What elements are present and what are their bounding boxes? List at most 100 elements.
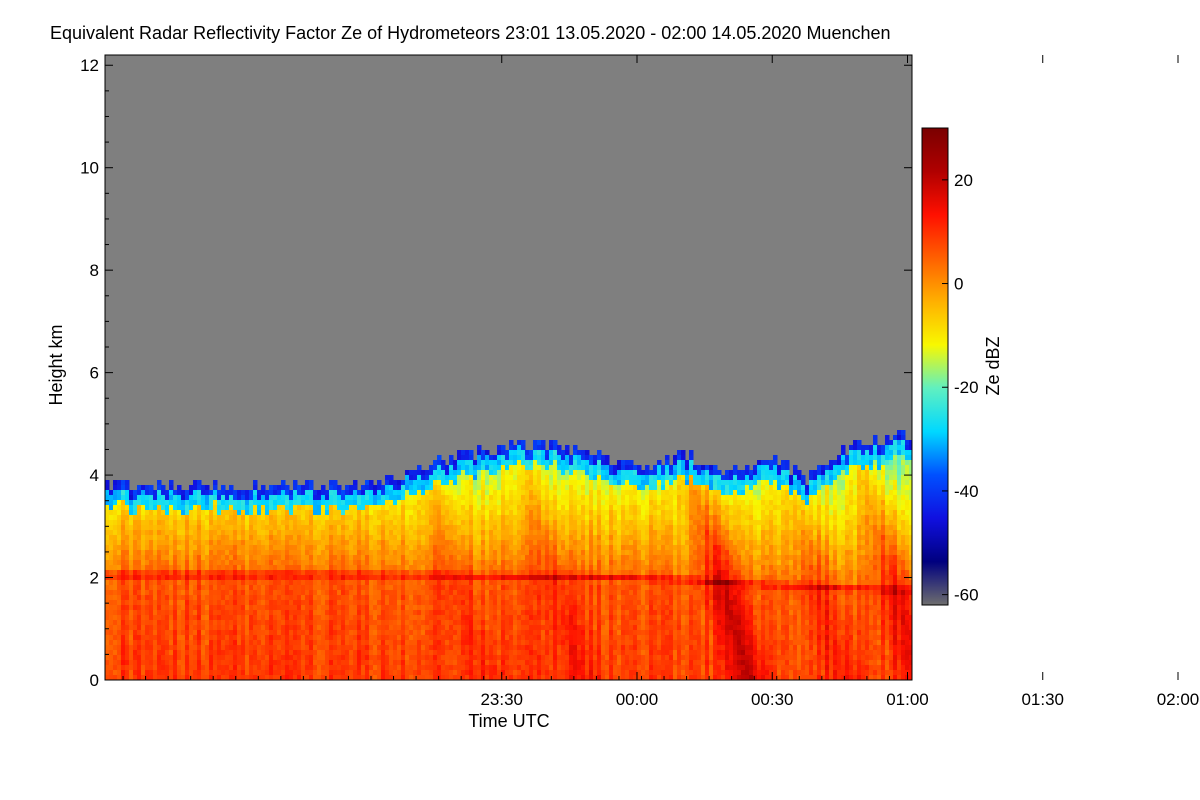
reflectivity-cell — [449, 580, 454, 586]
reflectivity-cell — [281, 655, 286, 661]
reflectivity-cell — [421, 585, 426, 591]
reflectivity-cell — [285, 630, 290, 636]
reflectivity-cell — [581, 620, 586, 626]
reflectivity-cell — [409, 615, 414, 621]
reflectivity-cell — [413, 625, 418, 631]
reflectivity-cell — [277, 555, 282, 561]
reflectivity-cell — [121, 485, 126, 491]
reflectivity-cell — [305, 580, 310, 586]
reflectivity-cell — [169, 585, 174, 591]
reflectivity-cell — [545, 615, 550, 621]
reflectivity-cell — [257, 495, 262, 501]
reflectivity-cell — [545, 655, 550, 661]
reflectivity-cell — [273, 650, 278, 656]
reflectivity-cell — [201, 595, 206, 601]
reflectivity-cell — [369, 625, 374, 631]
reflectivity-cell — [249, 580, 254, 586]
reflectivity-cell — [185, 650, 190, 656]
reflectivity-cell — [441, 465, 446, 471]
reflectivity-cell — [177, 635, 182, 641]
reflectivity-cell — [429, 515, 434, 521]
reflectivity-cell — [481, 655, 486, 661]
reflectivity-cell — [509, 610, 514, 616]
reflectivity-cell — [321, 615, 326, 621]
reflectivity-cell — [525, 535, 530, 541]
reflectivity-cell — [513, 470, 518, 476]
reflectivity-cell — [565, 530, 570, 536]
reflectivity-cell — [429, 535, 434, 541]
reflectivity-cell — [565, 495, 570, 501]
reflectivity-cell — [309, 565, 314, 571]
reflectivity-cell — [297, 630, 302, 636]
reflectivity-cell — [393, 650, 398, 656]
reflectivity-cell — [485, 600, 490, 606]
reflectivity-cell — [169, 665, 174, 671]
reflectivity-cell — [281, 565, 286, 571]
reflectivity-cell — [453, 675, 458, 680]
reflectivity-cell — [193, 490, 198, 496]
reflectivity-cell — [533, 505, 538, 511]
reflectivity-cell — [465, 460, 470, 466]
reflectivity-cell — [493, 630, 498, 636]
reflectivity-cell — [293, 605, 298, 611]
reflectivity-cell — [373, 575, 378, 581]
reflectivity-cell — [169, 590, 174, 596]
reflectivity-cell — [361, 590, 366, 596]
reflectivity-cell — [481, 670, 486, 676]
reflectivity-cell — [349, 550, 354, 556]
reflectivity-cell — [193, 495, 198, 501]
reflectivity-cell — [269, 630, 274, 636]
reflectivity-cell — [441, 460, 446, 466]
reflectivity-cell — [193, 575, 198, 581]
reflectivity-cell — [193, 540, 198, 546]
reflectivity-cell — [533, 495, 538, 501]
reflectivity-cell — [517, 580, 522, 586]
reflectivity-cell — [401, 570, 406, 576]
reflectivity-cell — [533, 500, 538, 506]
reflectivity-cell — [341, 545, 346, 551]
reflectivity-cell — [153, 530, 158, 536]
reflectivity-cell — [393, 545, 398, 551]
reflectivity-cell — [377, 605, 382, 611]
reflectivity-cell — [253, 490, 258, 496]
reflectivity-cell — [361, 555, 366, 561]
reflectivity-cell — [401, 560, 406, 566]
reflectivity-cell — [573, 515, 578, 521]
reflectivity-cell — [353, 600, 358, 606]
reflectivity-cell — [429, 510, 434, 516]
reflectivity-cell — [113, 585, 118, 591]
reflectivity-cell — [485, 625, 490, 631]
reflectivity-cell — [373, 540, 378, 546]
reflectivity-cell — [229, 655, 234, 661]
reflectivity-cell — [477, 480, 482, 486]
reflectivity-cell — [229, 610, 234, 616]
reflectivity-cell — [169, 670, 174, 676]
reflectivity-cell — [557, 575, 562, 581]
reflectivity-cell — [257, 650, 262, 656]
reflectivity-cell — [153, 615, 158, 621]
reflectivity-cell — [501, 510, 506, 516]
reflectivity-cell — [353, 580, 358, 586]
reflectivity-cell — [545, 475, 550, 481]
reflectivity-cell — [277, 640, 282, 646]
reflectivity-cell — [321, 565, 326, 571]
reflectivity-cell — [289, 500, 294, 506]
reflectivity-cell — [561, 670, 566, 676]
reflectivity-cell — [513, 640, 518, 646]
reflectivity-cell — [473, 595, 478, 601]
reflectivity-cell — [389, 550, 394, 556]
reflectivity-cell — [181, 490, 186, 496]
reflectivity-cell — [225, 495, 230, 501]
reflectivity-cell — [353, 620, 358, 626]
reflectivity-cell — [249, 545, 254, 551]
reflectivity-cell — [113, 655, 118, 661]
reflectivity-cell — [169, 545, 174, 551]
reflectivity-cell — [509, 525, 514, 531]
reflectivity-cell — [569, 670, 574, 676]
reflectivity-cell — [181, 520, 186, 526]
reflectivity-cell — [233, 605, 238, 611]
reflectivity-cell — [457, 505, 462, 511]
reflectivity-cell — [421, 490, 426, 496]
reflectivity-cell — [469, 605, 474, 611]
reflectivity-cell — [321, 515, 326, 521]
